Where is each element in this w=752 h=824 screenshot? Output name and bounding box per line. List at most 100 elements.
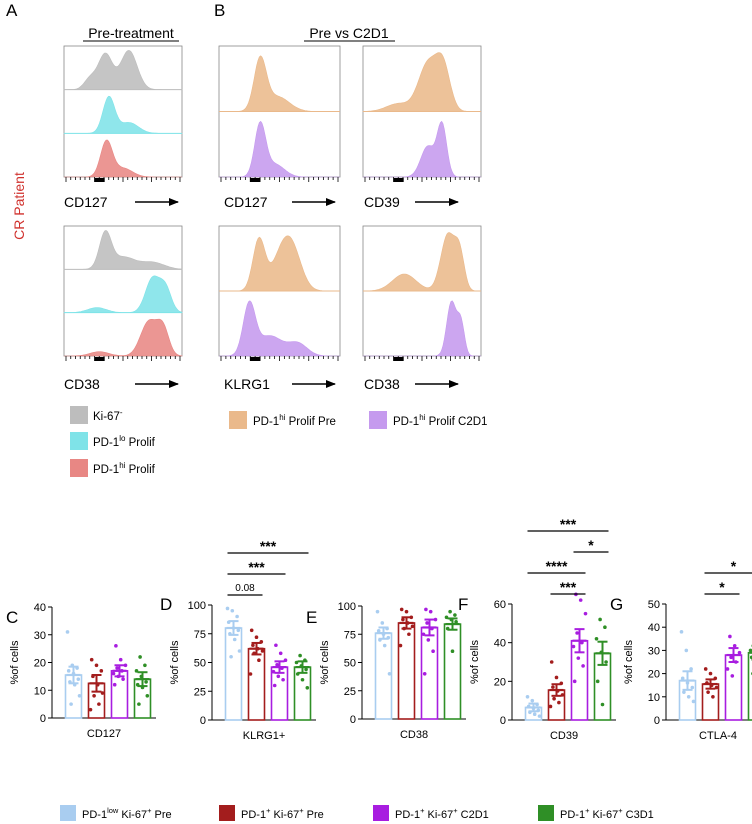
significance-label: *** — [560, 516, 577, 532]
data-point — [69, 702, 73, 706]
legend-swatch-series-1 — [60, 805, 76, 821]
data-point — [140, 685, 145, 690]
data-point — [276, 674, 281, 679]
data-point — [100, 691, 105, 695]
data-point — [281, 677, 285, 682]
axis-label-b-top-left: CD127 — [224, 194, 268, 210]
data-point — [404, 609, 409, 614]
data-point — [571, 644, 576, 649]
data-point — [121, 677, 125, 681]
data-point — [134, 669, 139, 673]
data-point — [378, 638, 382, 642]
data-point — [380, 621, 385, 625]
data-point — [711, 695, 715, 699]
data-point — [528, 710, 532, 715]
y-tick-label: 20 — [648, 669, 660, 681]
y-tick-label: 25 — [194, 686, 206, 698]
data-point — [554, 675, 559, 680]
legend-label-series-4: PD-1+ Ki-67+ C3D1 — [560, 806, 654, 821]
histogram-tick-cluster — [94, 178, 105, 182]
data-point — [594, 637, 599, 641]
data-point — [232, 637, 237, 642]
data-point — [271, 669, 276, 674]
data-point — [72, 682, 77, 687]
data-point — [236, 628, 241, 633]
data-point — [99, 669, 104, 673]
histogram-tick-cluster — [94, 357, 105, 361]
axis-label-b-top-right: CD39 — [364, 194, 400, 210]
data-point — [272, 683, 277, 688]
data-point — [376, 629, 381, 633]
y-tick-label: 0 — [40, 713, 46, 725]
data-point — [530, 698, 535, 703]
data-point — [95, 682, 100, 687]
data-point — [536, 708, 541, 713]
data-point — [572, 679, 577, 684]
data-point — [381, 632, 386, 637]
bar — [724, 654, 743, 721]
data-point — [259, 640, 264, 644]
data-point — [257, 658, 261, 662]
data-point — [92, 694, 96, 698]
axis-label-a-bottom: CD38 — [64, 376, 100, 392]
data-point — [599, 650, 604, 655]
histogram-panels — [63, 45, 482, 361]
data-point — [88, 707, 93, 712]
y-tick-label: 60 — [494, 599, 506, 611]
x-axis-label: CD127 — [87, 728, 121, 740]
legend-swatch-pd1lo — [70, 432, 88, 450]
histogram-curve — [64, 139, 182, 178]
data-point — [115, 666, 119, 670]
data-point — [295, 672, 300, 676]
bar — [247, 647, 266, 721]
data-point — [77, 694, 82, 698]
y-tick-label: 50 — [194, 658, 206, 670]
x-axis-label: CD39 — [550, 730, 578, 742]
data-point — [532, 712, 537, 716]
bar — [397, 622, 416, 720]
y-tick-label: 20 — [34, 658, 46, 670]
data-point — [401, 617, 405, 622]
data-point — [703, 667, 708, 671]
y-tick-label: 75 — [344, 629, 356, 641]
data-point — [734, 660, 738, 664]
data-point — [275, 663, 279, 667]
data-point — [254, 635, 259, 639]
data-point — [749, 655, 752, 660]
data-point — [387, 672, 392, 676]
data-point — [559, 681, 564, 686]
data-point — [421, 632, 426, 637]
side-label-cr-patient: CR Patient — [11, 172, 27, 240]
data-point — [445, 626, 450, 631]
y-tick-label: 0 — [500, 715, 506, 727]
data-point — [405, 621, 410, 625]
bar — [747, 651, 752, 721]
axis-label-b-bottom-right: CD38 — [364, 376, 400, 392]
data-point — [252, 651, 256, 656]
data-point — [603, 625, 607, 629]
data-point — [255, 646, 260, 651]
data-point — [448, 609, 452, 614]
panel-label-b: B — [214, 1, 225, 20]
legend-label-c2d1: PD-1hi Prolif C2D1 — [393, 413, 487, 428]
data-point — [120, 669, 124, 673]
data-point — [399, 607, 404, 612]
data-point — [75, 666, 79, 670]
panel-label-d: D — [160, 595, 172, 614]
data-point — [375, 609, 380, 614]
data-point — [686, 695, 691, 699]
data-point — [525, 695, 530, 699]
data-point — [555, 689, 560, 693]
legend-b: PD-1hi Prolif Pre PD-1hi Prolif C2D1 — [229, 411, 487, 429]
bar — [443, 623, 462, 720]
data-point — [454, 620, 458, 624]
data-point — [549, 660, 554, 664]
data-point — [709, 683, 714, 687]
data-point — [237, 649, 242, 653]
y-tick-label: 0 — [200, 715, 206, 727]
bar-chart-d: 0 25 50 75 100 %of cells KLRG1+ 0.08 *** *** — [169, 538, 316, 742]
data-point — [433, 617, 438, 622]
data-point — [730, 674, 735, 678]
